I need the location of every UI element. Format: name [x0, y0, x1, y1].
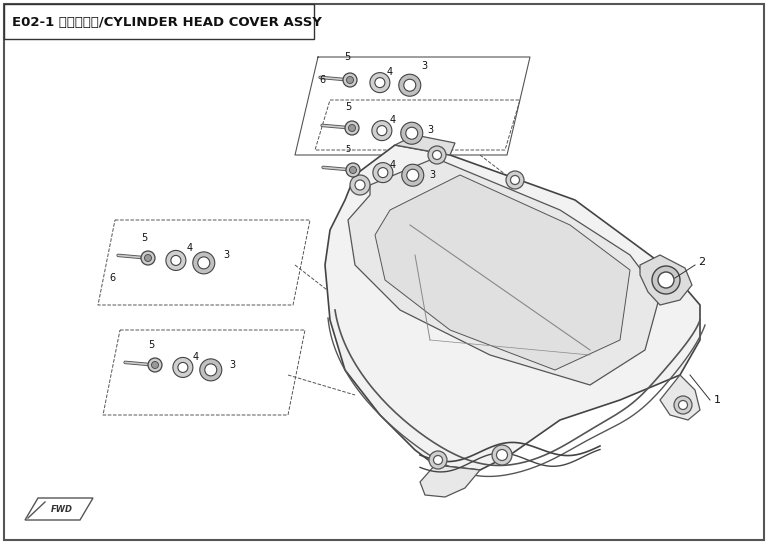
Circle shape: [141, 251, 155, 265]
Circle shape: [658, 272, 674, 288]
Text: 5: 5: [344, 52, 350, 62]
Circle shape: [370, 72, 390, 92]
Circle shape: [349, 166, 356, 174]
Circle shape: [372, 121, 392, 140]
Circle shape: [355, 180, 365, 190]
Text: 4: 4: [390, 160, 396, 170]
Circle shape: [678, 400, 687, 410]
Circle shape: [151, 362, 158, 368]
Text: 4: 4: [390, 115, 396, 125]
Circle shape: [346, 163, 360, 177]
Circle shape: [404, 79, 415, 91]
Circle shape: [432, 151, 442, 159]
Circle shape: [198, 257, 210, 269]
Circle shape: [343, 73, 357, 87]
Text: 4: 4: [187, 243, 193, 253]
Polygon shape: [348, 158, 660, 385]
Circle shape: [378, 168, 388, 177]
Circle shape: [346, 77, 353, 83]
Bar: [4, 4, 314, 39]
Circle shape: [429, 451, 447, 469]
Circle shape: [428, 146, 446, 164]
Circle shape: [345, 121, 359, 135]
Circle shape: [652, 266, 680, 294]
Circle shape: [350, 175, 370, 195]
Polygon shape: [660, 375, 700, 420]
Text: 4: 4: [387, 67, 393, 77]
Circle shape: [511, 176, 519, 184]
Circle shape: [406, 127, 418, 139]
Circle shape: [178, 362, 188, 373]
Text: 5: 5: [346, 145, 351, 153]
Text: 2: 2: [698, 257, 705, 267]
Circle shape: [144, 255, 151, 262]
Text: 5: 5: [148, 340, 154, 350]
Circle shape: [205, 364, 217, 376]
Text: 3: 3: [223, 250, 229, 260]
Text: 6: 6: [319, 75, 325, 85]
Circle shape: [200, 359, 222, 381]
Text: 4: 4: [193, 352, 199, 362]
Polygon shape: [375, 175, 630, 370]
Polygon shape: [395, 135, 455, 155]
Text: 6: 6: [109, 273, 115, 283]
Circle shape: [674, 396, 692, 414]
Text: 5: 5: [345, 102, 351, 112]
Circle shape: [148, 358, 162, 372]
Circle shape: [193, 252, 215, 274]
Polygon shape: [640, 255, 692, 305]
Circle shape: [349, 125, 356, 132]
Polygon shape: [325, 145, 700, 470]
Circle shape: [506, 171, 524, 189]
Circle shape: [433, 455, 442, 465]
Circle shape: [399, 74, 421, 96]
Circle shape: [402, 164, 424, 186]
Text: 3: 3: [421, 61, 427, 71]
Circle shape: [375, 78, 385, 88]
Text: 5: 5: [141, 233, 147, 243]
Circle shape: [373, 163, 393, 183]
Polygon shape: [420, 465, 480, 497]
Polygon shape: [25, 498, 93, 520]
Circle shape: [377, 126, 387, 135]
Text: 3: 3: [229, 360, 235, 370]
Circle shape: [171, 256, 181, 265]
Circle shape: [401, 122, 422, 144]
Circle shape: [407, 169, 419, 181]
Circle shape: [166, 250, 186, 270]
Text: E02-1 气缸盖罩组/CYLINDER HEAD COVER ASSY: E02-1 气缸盖罩组/CYLINDER HEAD COVER ASSY: [12, 15, 322, 28]
Circle shape: [496, 449, 508, 461]
Text: FWD: FWD: [51, 505, 73, 515]
Text: 3: 3: [429, 170, 435, 180]
Text: 1: 1: [714, 395, 721, 405]
Circle shape: [173, 357, 193, 378]
Text: 3: 3: [427, 125, 433, 135]
Circle shape: [492, 445, 512, 465]
